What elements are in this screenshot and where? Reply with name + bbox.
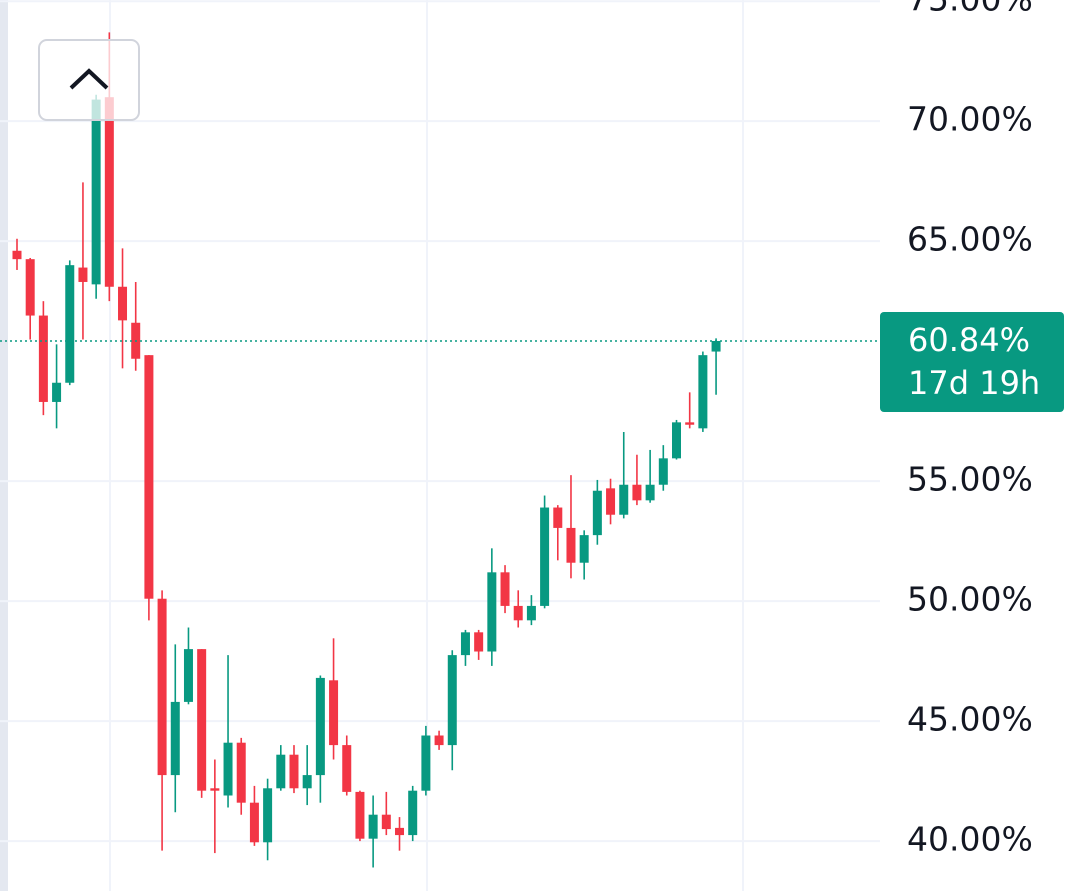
candle-body xyxy=(276,754,286,789)
candle-body xyxy=(197,649,207,791)
candle-body xyxy=(513,605,523,621)
candles xyxy=(12,32,721,868)
y-tick-label: 70.00% xyxy=(907,100,1033,139)
candle-body xyxy=(118,286,128,321)
y-tick-label: 50.00% xyxy=(907,580,1033,619)
candle-body xyxy=(395,827,405,836)
last-price-badge xyxy=(880,311,1064,412)
y-tick-label: 45.00% xyxy=(907,700,1033,739)
candle-body xyxy=(672,422,681,459)
candle-body xyxy=(236,742,246,803)
candle-body xyxy=(711,340,721,352)
candle-body xyxy=(645,484,655,501)
candle-body xyxy=(329,680,339,746)
last-price-label: 60.84% xyxy=(908,321,1030,359)
candle-body xyxy=(606,488,616,515)
candle-body xyxy=(500,572,510,606)
candle-body xyxy=(210,788,220,791)
candle-body xyxy=(157,598,167,776)
candle-body xyxy=(355,791,365,839)
left-edge xyxy=(0,0,8,891)
candle-body xyxy=(381,814,391,830)
candle-body xyxy=(579,535,589,563)
y-tick-label: 55.00% xyxy=(907,460,1033,499)
candle-body xyxy=(460,632,470,656)
candle-body xyxy=(421,735,431,791)
candle-body xyxy=(685,422,695,425)
candle-body xyxy=(540,507,550,606)
y-tick-label: 75.00% xyxy=(907,0,1033,19)
candle-body xyxy=(249,802,259,843)
candle-body xyxy=(447,655,457,746)
countdown-label: 17d 19h xyxy=(908,364,1040,402)
candle-body xyxy=(65,265,75,383)
candle-body xyxy=(698,355,708,429)
candle-body xyxy=(408,790,418,836)
candle-body xyxy=(592,490,602,536)
grid xyxy=(0,0,880,891)
candle-body xyxy=(342,745,352,792)
candle-body xyxy=(183,649,193,702)
candle-body xyxy=(434,735,444,746)
candle-body xyxy=(658,458,668,485)
candle-body xyxy=(302,775,312,789)
candle-body xyxy=(91,99,101,285)
button-frame[interactable] xyxy=(38,39,140,121)
collapse-button[interactable] xyxy=(38,39,140,121)
overlay: 75.00% 70.00% 65.00% 55.00% 50.00% 45.00% 40.0… xyxy=(0,0,1064,859)
candle-body xyxy=(526,605,536,621)
chevron-up-icon[interactable] xyxy=(69,68,109,90)
candle-body xyxy=(25,259,35,316)
candle-body xyxy=(632,484,642,501)
candle-body xyxy=(78,267,88,282)
candle-body xyxy=(487,572,497,652)
candle-body xyxy=(12,250,22,260)
candle-body xyxy=(144,355,154,599)
candle-body xyxy=(38,315,48,402)
candle-body xyxy=(619,484,629,515)
candle-body xyxy=(315,677,325,776)
candle-body xyxy=(223,742,233,796)
candle-body xyxy=(368,814,378,839)
candle-body xyxy=(566,527,576,563)
y-tick-label: 40.00% xyxy=(907,820,1033,859)
candle-body xyxy=(104,97,114,287)
candle-body xyxy=(263,788,273,843)
candle-body xyxy=(553,507,563,528)
y-tick-label: 65.00% xyxy=(907,220,1033,259)
candle-body xyxy=(289,754,299,789)
candle-body xyxy=(170,701,180,776)
candle-body xyxy=(52,382,62,402)
candle-body xyxy=(474,632,484,652)
